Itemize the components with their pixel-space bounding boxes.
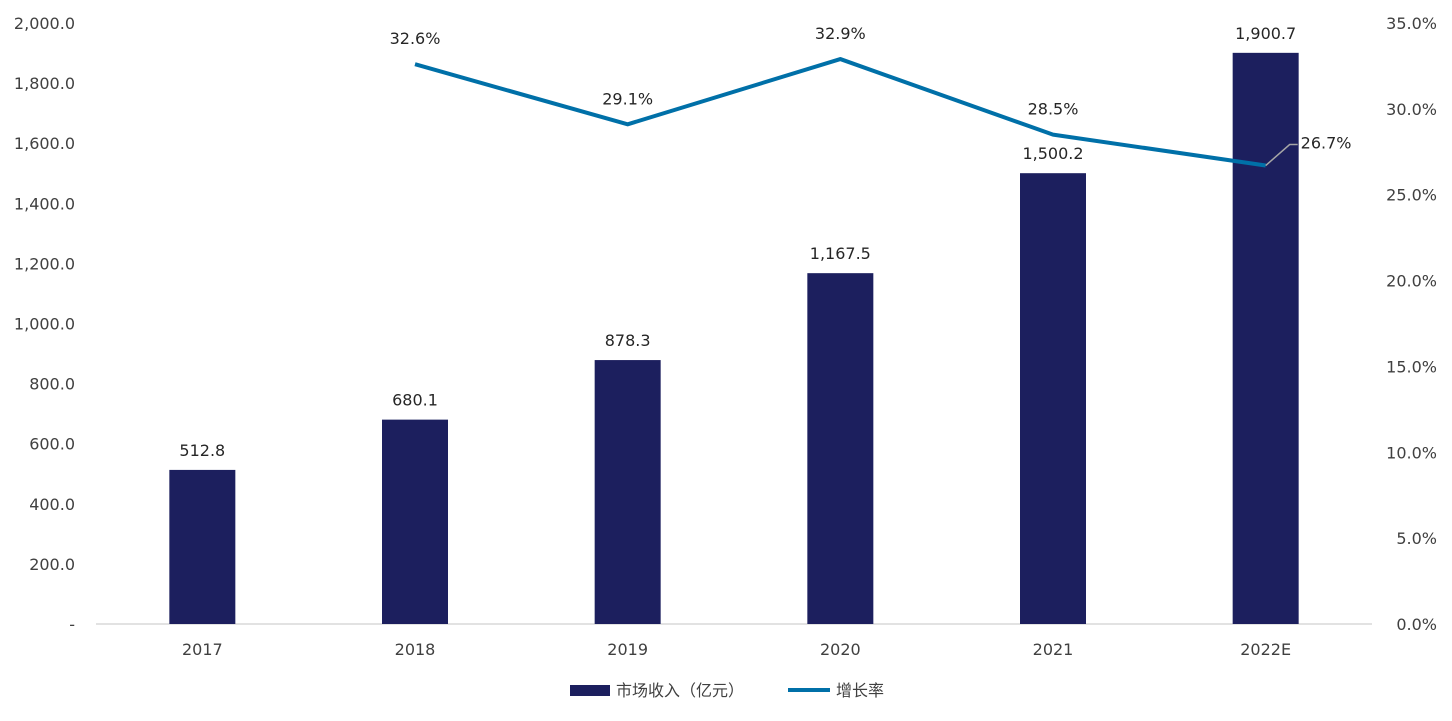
growth-label-leader-line	[1265, 143, 1298, 167]
bar	[807, 273, 874, 624]
x-axis-tick-label: 2020	[820, 640, 861, 659]
legend-bar-swatch	[570, 685, 610, 696]
x-axis: 2017 2018 2019 2020 2021 2022E	[182, 640, 1291, 659]
left-axis: - 200.0 400.0 600.0 800.0 1,000.0 1,200.0 1,400…	[14, 14, 75, 634]
right-axis-tick-label: 30.0%	[1386, 100, 1437, 119]
bar	[382, 419, 448, 624]
left-axis-tick-label: 1,400.0	[14, 194, 75, 213]
bar-data-label: 1,500.2	[1022, 144, 1083, 163]
right-axis-tick-label: 35.0%	[1386, 14, 1437, 33]
bar-data-label: 1,900.7	[1235, 24, 1296, 43]
growth-data-label: 32.9%	[815, 24, 866, 43]
left-axis-tick-label: -	[69, 615, 75, 634]
bar-data-label: 1,167.5	[810, 244, 871, 263]
growth-data-label: 32.6%	[390, 29, 441, 48]
bar	[169, 469, 236, 624]
growth-line-series	[414, 57, 1266, 168]
bar-data-label: 512.8	[179, 441, 225, 460]
left-axis-tick-label: 600.0	[29, 435, 75, 454]
growth-data-label: 28.5%	[1028, 100, 1079, 119]
legend: 市场收入（亿元） 增长率	[570, 681, 884, 700]
x-axis-tick-label: 2018	[395, 640, 436, 659]
growth-data-label: 26.7%	[1301, 134, 1352, 153]
x-axis-tick-label: 2021	[1033, 640, 1074, 659]
bar-data-label: 878.3	[605, 331, 651, 350]
growth-data-label: 29.1%	[602, 89, 653, 108]
growth-line	[414, 57, 1266, 168]
bar	[1232, 52, 1299, 624]
x-axis-tick-label: 2022E	[1240, 640, 1291, 659]
right-axis-tick-label: 5.0%	[1396, 529, 1437, 548]
bar	[594, 360, 661, 624]
left-axis-tick-label: 200.0	[29, 555, 75, 574]
growth-data-labels: 32.6% 29.1% 32.9% 28.5% 26.7%	[390, 24, 1352, 167]
right-axis-tick-label: 10.0%	[1386, 443, 1437, 462]
bar-data-labels: 512.8 680.1 878.3 1,167.5 1,500.2 1,900.7	[179, 24, 1296, 460]
bar-data-label: 680.1	[392, 391, 438, 410]
right-axis-tick-label: 15.0%	[1386, 357, 1437, 376]
x-axis-tick-label: 2017	[182, 640, 223, 659]
left-axis-tick-label: 400.0	[29, 495, 75, 514]
right-axis: 0.0% 5.0% 10.0% 15.0% 20.0% 25.0% 30.0% 35.0%	[1386, 14, 1437, 634]
left-axis-tick-label: 2,000.0	[14, 14, 75, 33]
left-axis-tick-label: 1,200.0	[14, 254, 75, 273]
legend-line-label: 增长率	[836, 681, 884, 700]
bar-series	[169, 52, 1299, 625]
right-axis-tick-label: 20.0%	[1386, 272, 1437, 291]
left-axis-tick-label: 1,000.0	[14, 315, 75, 334]
right-axis-tick-label: 0.0%	[1396, 615, 1437, 634]
bar	[1020, 173, 1086, 625]
left-axis-tick-label: 1,600.0	[14, 134, 75, 153]
left-axis-tick-label: 1,800.0	[14, 74, 75, 93]
right-axis-tick-label: 25.0%	[1386, 186, 1437, 205]
legend-bar-label: 市场收入（亿元）	[616, 681, 744, 700]
x-axis-tick-label: 2019	[607, 640, 648, 659]
left-axis-tick-label: 800.0	[29, 375, 75, 394]
